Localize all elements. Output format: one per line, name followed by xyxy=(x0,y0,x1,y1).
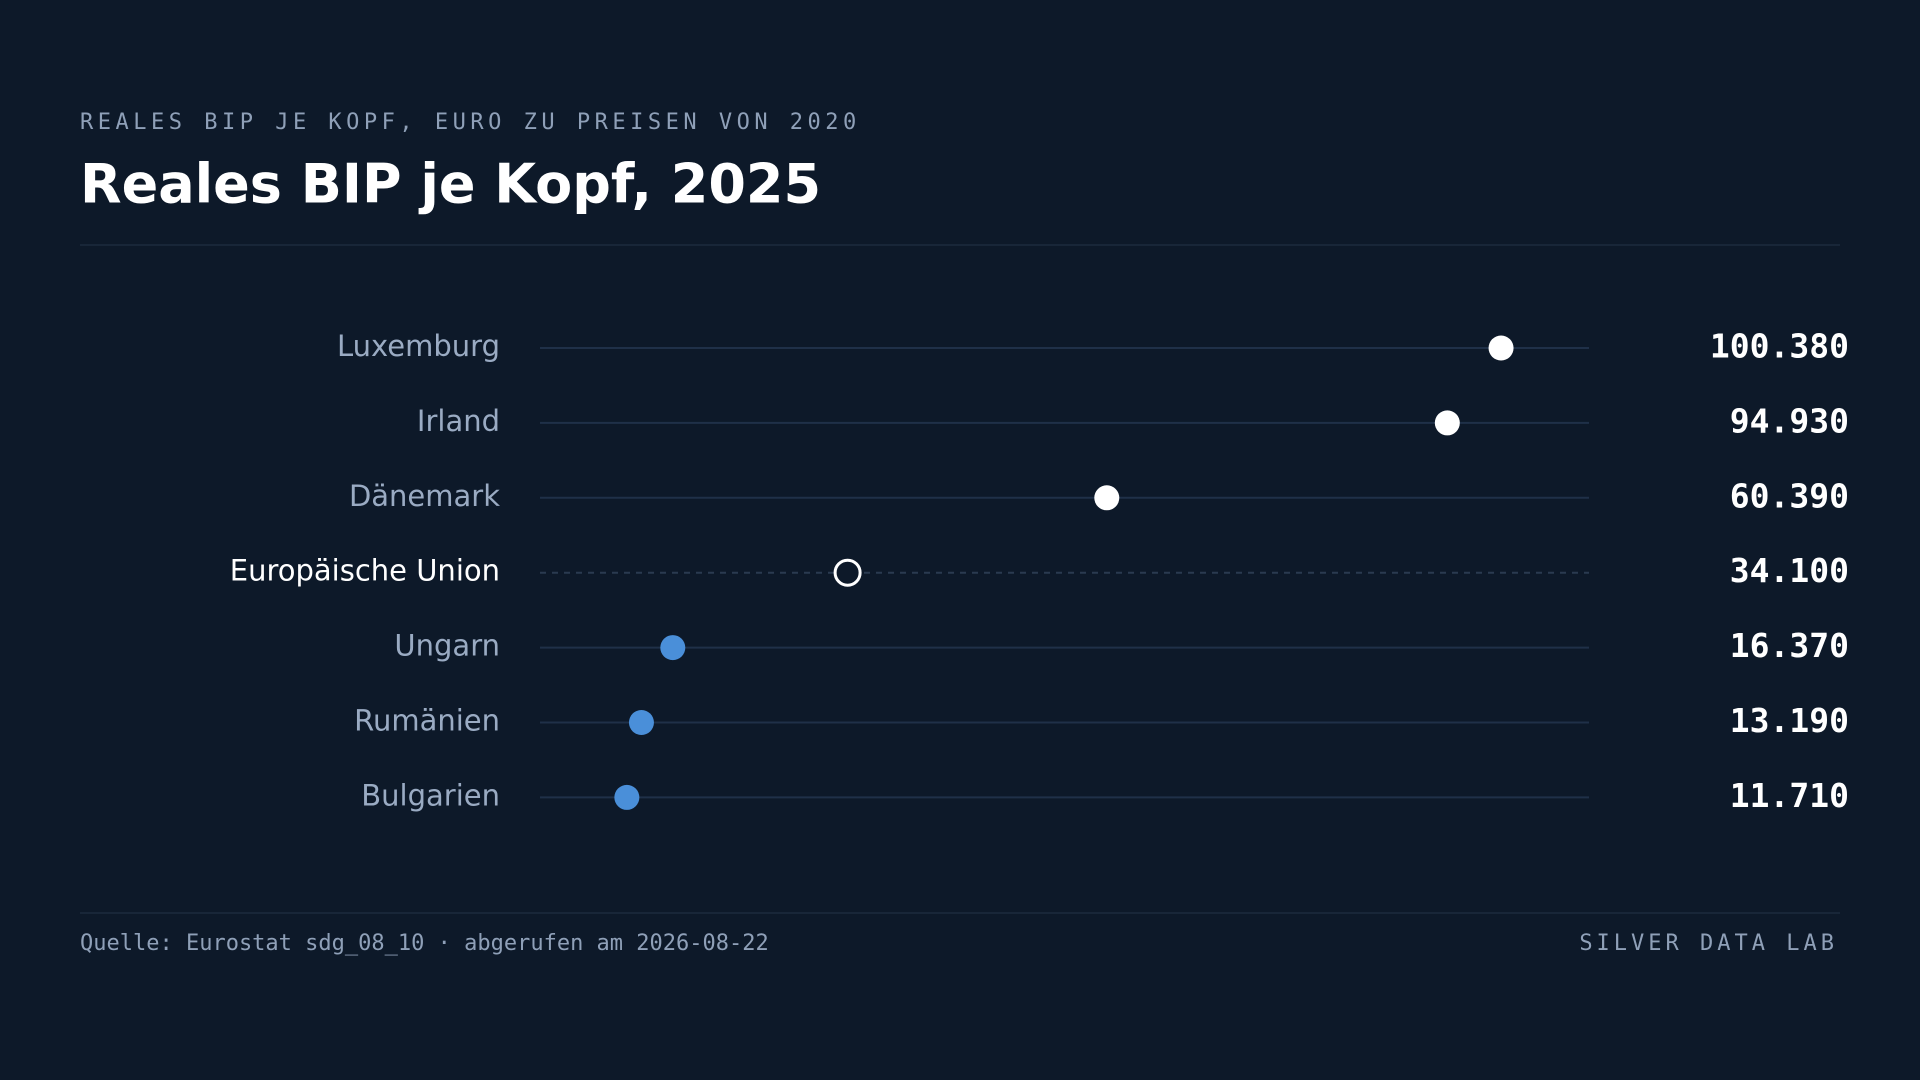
chart-subtitle: REALES BIP JE KOPF, EURO ZU PREISEN VON … xyxy=(80,110,861,135)
source-note: Quelle: Eurostat sdg_08_10 · abgerufen a… xyxy=(80,931,769,956)
dot xyxy=(660,635,686,661)
value-label: 13.190 xyxy=(1730,701,1849,740)
dot xyxy=(833,558,862,587)
category-label: Bulgarien xyxy=(361,778,500,812)
category-label: Rumänien xyxy=(354,704,500,738)
value-label: 100.380 xyxy=(1710,327,1849,366)
dot xyxy=(628,710,654,735)
chart-title: Reales BIP je Kopf, 2025 xyxy=(80,153,821,216)
value-label: 34.100 xyxy=(1730,551,1849,590)
value-label: 11.710 xyxy=(1730,776,1849,815)
brand: SILVER DATA LAB xyxy=(1579,931,1838,956)
dot xyxy=(1488,335,1514,361)
value-label: 16.370 xyxy=(1730,626,1849,665)
dot xyxy=(614,784,640,810)
dot xyxy=(1094,485,1120,511)
category-label: Irland xyxy=(417,404,500,438)
category-label: Europäische Union xyxy=(230,554,500,588)
dot xyxy=(1434,410,1460,436)
category-label: Luxemburg xyxy=(337,329,500,363)
category-label: Dänemark xyxy=(349,479,500,513)
value-label: 94.930 xyxy=(1730,401,1849,440)
value-label: 60.390 xyxy=(1730,476,1849,515)
category-label: Ungarn xyxy=(394,629,500,663)
